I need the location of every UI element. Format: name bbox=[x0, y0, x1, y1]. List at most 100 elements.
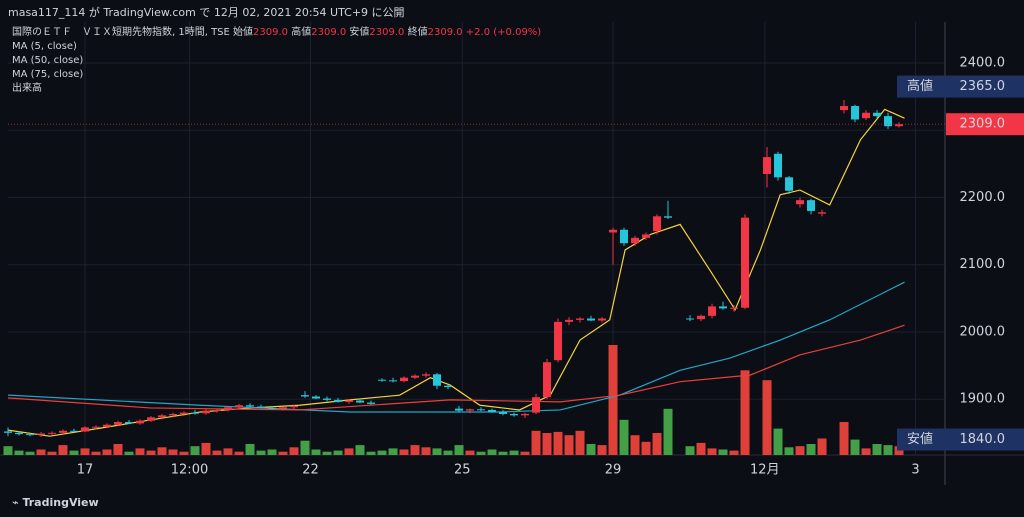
candle-body bbox=[92, 426, 101, 428]
candle-body bbox=[851, 106, 860, 120]
candle-body bbox=[400, 377, 409, 382]
candle-body bbox=[642, 234, 651, 238]
candle-body bbox=[158, 415, 167, 418]
volume-bar bbox=[3, 446, 13, 455]
candle-body bbox=[499, 411, 508, 414]
candle-body bbox=[367, 402, 376, 404]
last-price-label: 2309.0 bbox=[960, 117, 1006, 132]
ohlc-label: 終値 bbox=[407, 27, 428, 38]
candle-body bbox=[191, 412, 200, 414]
candle-body bbox=[763, 157, 772, 174]
indicator[interactable]: MA (50, close) bbox=[12, 55, 84, 66]
candle-body bbox=[37, 433, 46, 435]
volume-bar bbox=[399, 449, 409, 455]
ohlc-label: 高値 bbox=[291, 27, 312, 38]
volume-bar bbox=[311, 449, 321, 455]
candle-body bbox=[719, 306, 728, 309]
volume-bar bbox=[25, 451, 35, 455]
candle-body bbox=[103, 424, 112, 427]
indicator[interactable]: MA (75, close) bbox=[12, 69, 84, 80]
volume-bar bbox=[36, 449, 46, 455]
candle-body bbox=[895, 124, 904, 127]
volume-bar bbox=[663, 408, 673, 455]
candle-body bbox=[334, 399, 343, 402]
candle-body bbox=[235, 405, 244, 408]
candle-body bbox=[224, 407, 233, 410]
ohlc-value: 2309.0 bbox=[311, 27, 347, 38]
candle-body bbox=[466, 409, 475, 411]
volume-bar bbox=[278, 451, 288, 455]
candle-body bbox=[290, 405, 299, 408]
volume-bar bbox=[289, 447, 299, 455]
price-box-label: 高値 bbox=[907, 78, 933, 94]
volume-bar bbox=[69, 450, 79, 455]
candle-body bbox=[15, 432, 24, 435]
y-tick-label: 2000.0 bbox=[960, 324, 1006, 339]
candle-body bbox=[862, 112, 871, 119]
volume-bar bbox=[333, 450, 343, 455]
volume-bar bbox=[773, 428, 783, 455]
candle-body bbox=[444, 385, 453, 388]
candle-body bbox=[840, 106, 849, 111]
volume-bar bbox=[443, 450, 453, 455]
volume-bar bbox=[531, 430, 541, 455]
ohlc-value: 2309.0 bbox=[427, 27, 463, 38]
last-price-box bbox=[946, 113, 1024, 136]
candle-body bbox=[730, 307, 739, 309]
ohlc: 始値2309.0 高値2309.0 安値2309.0 終値2309.0 +2.0… bbox=[233, 27, 541, 38]
candle-body bbox=[279, 407, 288, 409]
candle-body bbox=[246, 405, 255, 407]
volume-bar bbox=[355, 445, 365, 455]
plot-area bbox=[8, 22, 945, 455]
volume-bar bbox=[619, 419, 629, 455]
candle-body bbox=[81, 427, 90, 432]
indicator[interactable]: MA (5, close) bbox=[12, 41, 77, 52]
symbol-line: 国際のＥＴＦ ＶＩＸ短期先物指数, 1時間, TSE 始値2309.0 高値23… bbox=[12, 26, 541, 40]
volume-bar bbox=[168, 449, 178, 455]
candle-body bbox=[202, 410, 211, 414]
volume-bar bbox=[553, 431, 563, 455]
ma-line bbox=[7, 324, 905, 411]
candle-body bbox=[554, 321, 563, 361]
volume-bar bbox=[80, 448, 90, 455]
candle-body bbox=[620, 229, 629, 244]
volume-bar bbox=[366, 451, 376, 455]
volume-bar bbox=[630, 435, 640, 455]
volume-bar bbox=[190, 446, 200, 455]
x-tick-label: 3 bbox=[911, 463, 919, 478]
volume-bar bbox=[575, 430, 585, 455]
volume-bar bbox=[850, 439, 860, 455]
indicator[interactable]: 出来高 bbox=[12, 83, 42, 94]
volume-bar bbox=[762, 380, 772, 455]
candle-body bbox=[510, 413, 519, 416]
y-tick-label: 2400.0 bbox=[960, 56, 1006, 71]
volume-bar bbox=[597, 445, 607, 455]
volume-bar bbox=[135, 448, 145, 455]
volume-bar bbox=[377, 450, 387, 455]
candle-body bbox=[609, 229, 618, 233]
candle-body bbox=[180, 412, 189, 414]
candle-body bbox=[565, 319, 574, 322]
volume-bar bbox=[839, 422, 849, 455]
candle-body bbox=[378, 379, 387, 381]
candle-body bbox=[741, 217, 750, 308]
volume-bar bbox=[245, 444, 255, 455]
volume-bar bbox=[124, 451, 134, 455]
ohlc-label: 安値 bbox=[349, 27, 370, 38]
volume-bar bbox=[410, 445, 420, 455]
volume-bar bbox=[817, 438, 827, 455]
candle-body bbox=[422, 374, 431, 376]
volume-bar bbox=[223, 448, 233, 455]
candle-body bbox=[213, 409, 222, 411]
candle-body bbox=[818, 212, 827, 214]
published-note: masa117_114 が TradingView.com で 12月 02, … bbox=[8, 6, 405, 19]
candle-body bbox=[125, 422, 134, 424]
candle-body bbox=[411, 375, 420, 378]
candle-body bbox=[576, 318, 585, 320]
volume-bar bbox=[102, 449, 112, 455]
candle-body bbox=[532, 397, 541, 413]
volume-bar bbox=[520, 451, 530, 455]
ma-line bbox=[7, 108, 905, 437]
